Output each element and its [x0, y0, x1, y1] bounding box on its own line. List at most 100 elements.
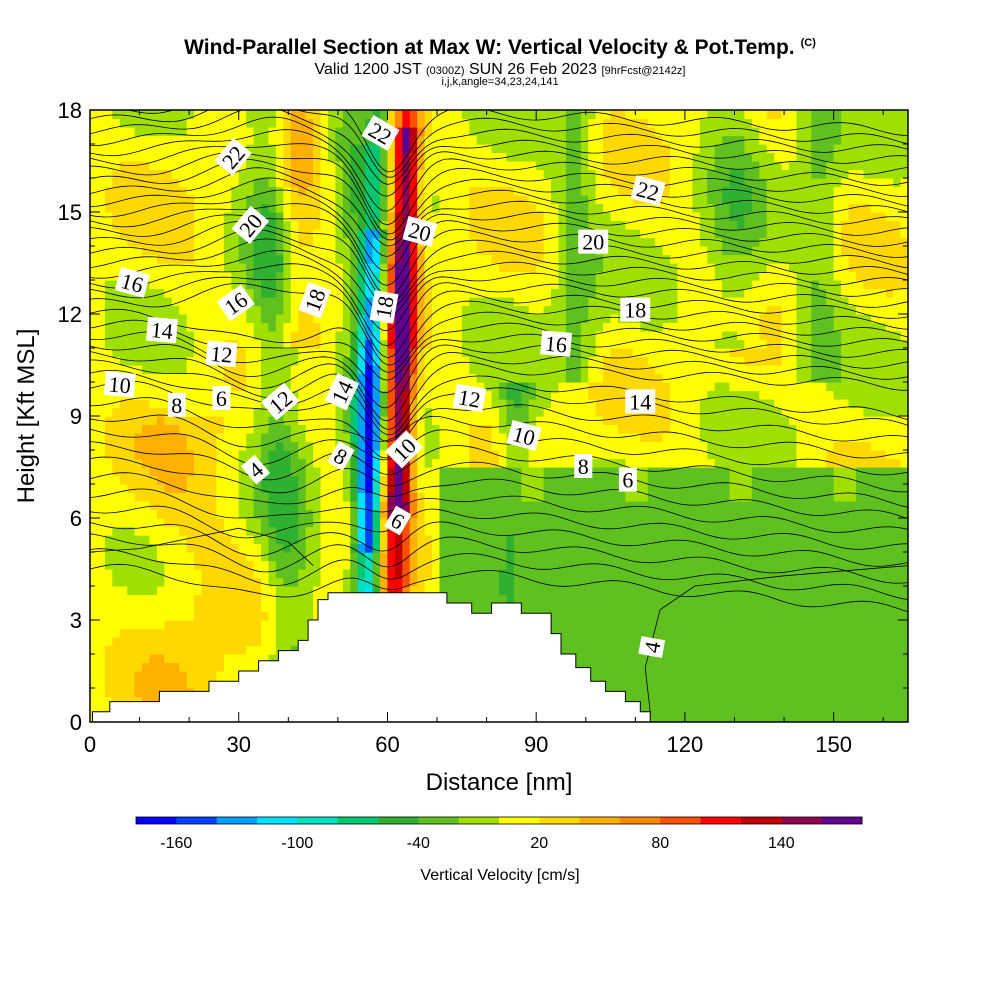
velocity-cell	[320, 314, 329, 324]
velocity-cell	[454, 560, 463, 570]
velocity-cell	[402, 195, 411, 205]
velocity-cell	[290, 127, 299, 137]
velocity-cell	[387, 288, 396, 298]
velocity-cell	[313, 399, 322, 409]
velocity-cell	[417, 518, 426, 528]
velocity-cell	[298, 475, 307, 485]
velocity-cell	[134, 441, 143, 451]
velocity-cell	[171, 339, 180, 349]
velocity-cell	[156, 501, 165, 511]
velocity-cell	[268, 645, 277, 655]
velocity-cell	[454, 424, 463, 434]
velocity-cell	[179, 611, 188, 621]
velocity-cell	[246, 365, 255, 375]
velocity-cell	[268, 552, 277, 562]
velocity-cell	[513, 178, 522, 188]
velocity-cell	[223, 373, 232, 383]
velocity-cell	[327, 169, 336, 179]
velocity-cell	[432, 169, 441, 179]
velocity-cell	[313, 339, 322, 349]
velocity-cell	[127, 399, 136, 409]
velocity-cell	[90, 271, 99, 281]
velocity-cell	[290, 246, 299, 256]
velocity-cell	[268, 237, 277, 247]
velocity-cell	[290, 645, 299, 655]
velocity-cell	[446, 433, 455, 443]
velocity-cell	[499, 501, 508, 511]
velocity-cell	[149, 416, 158, 426]
velocity-cell	[208, 637, 218, 647]
velocity-cell	[446, 161, 455, 171]
velocity-cell	[246, 314, 255, 324]
velocity-cell	[127, 322, 136, 332]
velocity-cell	[469, 348, 478, 358]
velocity-cell	[142, 535, 151, 545]
velocity-cell	[350, 577, 359, 587]
velocity-cell	[565, 237, 574, 247]
velocity-cell	[417, 246, 426, 256]
velocity-cell	[268, 603, 277, 613]
velocity-cell	[439, 467, 448, 477]
velocity-cell	[320, 586, 329, 596]
velocity-cell	[223, 110, 232, 120]
velocity-cell	[134, 671, 143, 681]
velocity-cell	[402, 484, 411, 494]
velocity-cell	[565, 628, 574, 638]
velocity-cell	[461, 416, 470, 426]
velocity-cell	[275, 280, 284, 290]
velocity-cell	[380, 424, 389, 434]
velocity-cell	[134, 433, 143, 443]
velocity-cell	[238, 382, 247, 392]
velocity-cell	[380, 110, 389, 120]
velocity-cell	[357, 509, 366, 519]
velocity-cell	[246, 186, 255, 196]
velocity-cell	[380, 416, 389, 426]
velocity-cell	[394, 339, 403, 349]
velocity-cell	[253, 339, 262, 349]
velocity-cell	[186, 212, 195, 222]
velocity-cell	[149, 118, 158, 128]
velocity-cell	[580, 305, 589, 315]
velocity-cell	[179, 628, 188, 638]
velocity-cell	[543, 144, 552, 154]
velocity-cell	[595, 280, 604, 290]
velocity-cell	[476, 135, 485, 145]
velocity-cell	[409, 577, 418, 587]
velocity-cell	[469, 118, 478, 128]
velocity-cell	[320, 458, 329, 468]
velocity-cell	[186, 178, 195, 188]
velocity-cell	[290, 433, 299, 443]
velocity-cell	[149, 220, 158, 230]
velocity-cell	[580, 475, 589, 485]
velocity-cell	[305, 110, 314, 120]
velocity-cell	[171, 458, 180, 468]
velocity-cell	[171, 543, 180, 553]
velocity-cell	[588, 288, 597, 298]
velocity-cell	[201, 237, 210, 247]
velocity-cell	[119, 186, 128, 196]
velocity-cell	[261, 535, 270, 545]
velocity-cell	[171, 152, 180, 162]
velocity-cell	[201, 127, 210, 137]
velocity-cell	[394, 152, 403, 162]
velocity-cell	[595, 373, 604, 383]
velocity-cell	[327, 288, 336, 298]
velocity-cell	[521, 475, 530, 485]
velocity-cell	[335, 577, 344, 587]
velocity-cell	[156, 110, 165, 120]
velocity-cell	[90, 603, 99, 613]
velocity-cell	[208, 288, 218, 298]
velocity-cell	[290, 458, 299, 468]
velocity-cell	[357, 399, 366, 409]
velocity-cell	[484, 288, 493, 298]
velocity-cell	[595, 526, 604, 536]
velocity-cell	[127, 552, 136, 562]
velocity-cell	[283, 161, 292, 171]
velocity-cell	[417, 356, 426, 366]
velocity-cell	[476, 501, 485, 511]
velocity-cell	[231, 594, 240, 604]
velocity-cell	[194, 569, 203, 579]
velocity-cell	[179, 246, 188, 256]
velocity-cell	[156, 484, 165, 494]
velocity-cell	[350, 543, 359, 553]
